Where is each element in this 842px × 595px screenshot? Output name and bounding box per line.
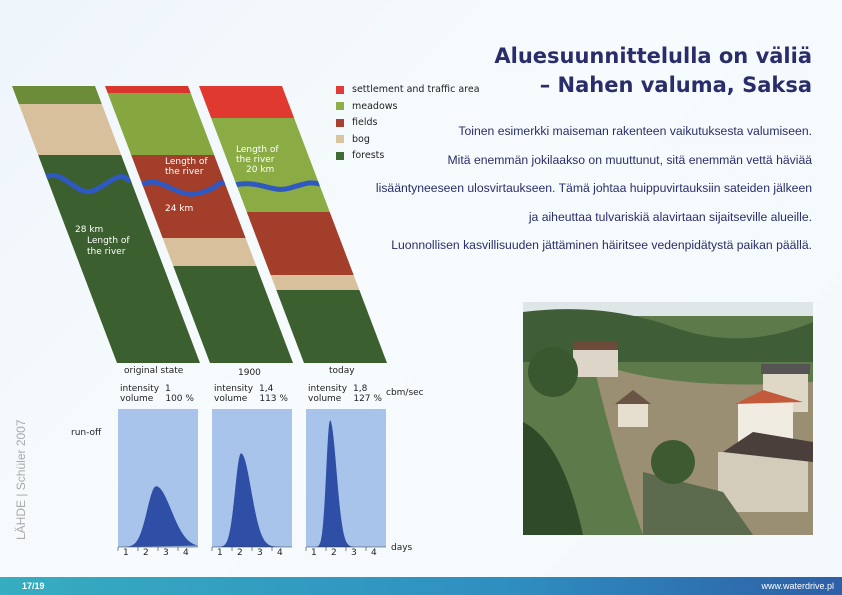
- legend-swatch: [336, 85, 344, 94]
- body-text-line: Mitä enemmän jokilaakso on muuttunut, si…: [447, 152, 812, 167]
- source-credit: LÄHDE | Schüler 2007: [14, 419, 28, 540]
- river-line: [38, 172, 132, 195]
- legend-label: forests: [352, 150, 385, 161]
- legend-swatch: [336, 102, 344, 110]
- river-line: [229, 180, 321, 192]
- caption-today: today: [329, 366, 355, 376]
- runoff-stats: intensity 1,8 volume 127 %: [308, 384, 382, 404]
- day-tick-label: 3: [257, 548, 263, 558]
- hydrograph-curve: [118, 486, 198, 547]
- day-tick-label: 3: [351, 548, 357, 558]
- day-tick-label: 1: [123, 548, 129, 558]
- legend-label: meadows: [352, 100, 398, 112]
- days-label: days: [391, 543, 413, 553]
- legend-swatch: [336, 135, 344, 143]
- caption-original-state: original state: [124, 366, 184, 376]
- legend-label: bog: [352, 133, 370, 145]
- caption-1900: 1900: [238, 368, 261, 378]
- unit-label: cbm/sec: [386, 388, 424, 398]
- legend-item: fields: [336, 117, 377, 128]
- runoff-stats: intensity 1,4 volume 113 %: [214, 384, 288, 404]
- body-text-line: lisääntyneeseen ulosvirtaukseen. Tämä jo…: [375, 181, 812, 195]
- river-label-original: 28 km Length of the river: [75, 225, 130, 257]
- day-tick-label: 4: [371, 548, 377, 558]
- river-label-today: Length of the river 20 km: [236, 145, 279, 175]
- day-tick-label: 2: [237, 548, 243, 558]
- day-tick-label: 2: [331, 548, 337, 558]
- legend-swatch: [336, 118, 344, 127]
- legend-label: settlement and traffic area: [352, 84, 480, 95]
- river-line: [138, 179, 226, 197]
- body-text-line: Luonnollisen kasvillisuuden jättäminen h…: [391, 238, 812, 252]
- page-number: 17/19: [22, 581, 45, 591]
- legend-item: settlement and traffic area: [336, 84, 480, 95]
- runoff-label: run-off: [71, 428, 102, 438]
- legend-label: fields: [352, 117, 378, 128]
- hydrograph-background: [306, 409, 386, 547]
- hydrograph-curve: [306, 420, 386, 547]
- legend-swatch: [336, 151, 344, 160]
- day-tick-label: 3: [163, 548, 169, 558]
- day-tick-label: 1: [311, 548, 317, 558]
- day-tick-label: 4: [183, 548, 189, 558]
- river-label-1900: Length of the river 24 km: [165, 157, 208, 214]
- footer-bar: 17/19 www.waterdrive.pl: [0, 577, 842, 595]
- runoff-stats: intensity 1 volume 100 %: [120, 384, 194, 404]
- slide-title: Aluesuunnittelulla on väliä – Nahen valum…: [494, 44, 812, 97]
- body-text-line: Toinen esimerkki maiseman rakenteen vaik…: [458, 124, 812, 138]
- legend-item: bog: [336, 134, 370, 145]
- legend-item: forests: [336, 150, 384, 161]
- body-text-line: ja aiheuttaa tulvariskiä alavirtaan sija…: [528, 209, 812, 224]
- hydrograph-curve: [212, 453, 292, 547]
- legend-item: meadows: [336, 101, 397, 112]
- flood-photo: [523, 302, 813, 535]
- day-tick-label: 2: [143, 548, 149, 558]
- day-tick-label: 1: [217, 548, 223, 558]
- website-link[interactable]: www.waterdrive.pl: [761, 581, 834, 591]
- day-tick-label: 4: [277, 548, 283, 558]
